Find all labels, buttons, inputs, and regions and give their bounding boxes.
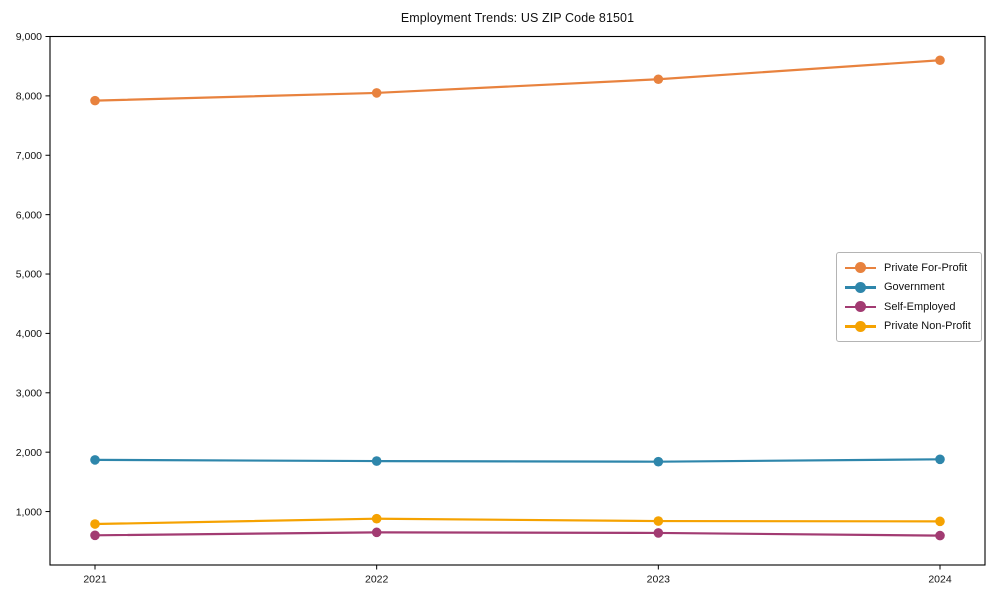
svg-text:1,000: 1,000: [16, 506, 42, 518]
chart-title: Employment Trends: US ZIP Code 81501: [400, 11, 635, 25]
legend-label: Government: [884, 281, 945, 294]
line-marker-icon: [845, 301, 876, 313]
svg-text:4,000: 4,000: [16, 328, 42, 340]
svg-text:2024: 2024: [928, 574, 952, 586]
svg-text:2022: 2022: [365, 574, 389, 586]
line-marker-icon: [845, 262, 876, 274]
svg-text:3,000: 3,000: [16, 387, 42, 399]
svg-text:7,000: 7,000: [16, 150, 42, 162]
legend-label: Private For-Profit: [884, 261, 968, 274]
svg-text:2,000: 2,000: [16, 447, 42, 459]
legend: Private For-Profit Government Self-Emplo…: [836, 252, 982, 342]
svg-text:8,000: 8,000: [16, 91, 42, 103]
svg-text:2023: 2023: [647, 574, 671, 586]
line-marker-icon: [845, 320, 876, 332]
legend-item-private-non-profit: Private Non-Profit: [845, 317, 973, 337]
line-marker-icon: [845, 281, 876, 293]
svg-text:2021: 2021: [83, 574, 107, 586]
legend-label: Self-Employed: [884, 300, 956, 313]
svg-text:6,000: 6,000: [16, 209, 42, 221]
svg-text:5,000: 5,000: [16, 269, 42, 281]
legend-item-government: Government: [845, 278, 973, 298]
legend-item-private-for-profit: Private For-Profit: [845, 258, 973, 278]
legend-label: Private Non-Profit: [884, 320, 971, 333]
svg-text:9,000: 9,000: [16, 31, 42, 43]
legend-item-self-employed: Self-Employed: [845, 297, 973, 317]
